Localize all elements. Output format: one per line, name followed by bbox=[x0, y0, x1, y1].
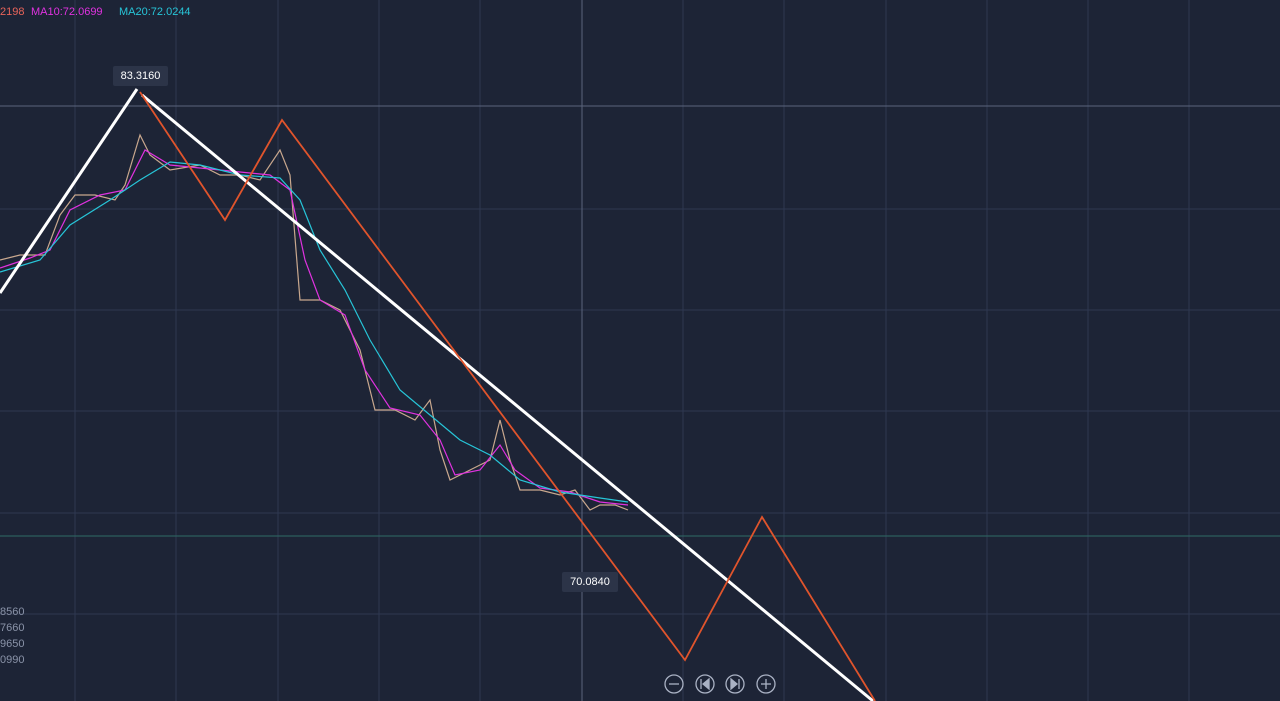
zoom-in-button[interactable] bbox=[756, 674, 776, 694]
trend-lines bbox=[0, 88, 874, 701]
legend-ma5: 2198 bbox=[0, 6, 24, 18]
legend-ma20: MA20:72.0244 bbox=[119, 6, 191, 18]
high-label: 83.3160 bbox=[121, 70, 161, 82]
axis-label: 7660 bbox=[0, 622, 24, 634]
zoom-controls bbox=[664, 674, 776, 694]
ma20-line bbox=[0, 161, 629, 503]
jump-end-button[interactable] bbox=[725, 674, 745, 694]
low-label: 70.0840 bbox=[570, 576, 610, 588]
zigzag bbox=[139, 91, 876, 701]
jump-start-button[interactable] bbox=[695, 674, 715, 694]
axis-label: 9650 bbox=[0, 638, 24, 650]
zoom-out-button[interactable] bbox=[664, 674, 684, 694]
axis-label: 8560 bbox=[0, 606, 24, 618]
legend-ma10: MA10:72.0699 bbox=[31, 6, 103, 18]
axis-label: 0990 bbox=[0, 654, 24, 666]
ma10-line bbox=[0, 149, 629, 506]
high-label-box bbox=[113, 66, 168, 86]
low-label-box bbox=[562, 572, 618, 592]
